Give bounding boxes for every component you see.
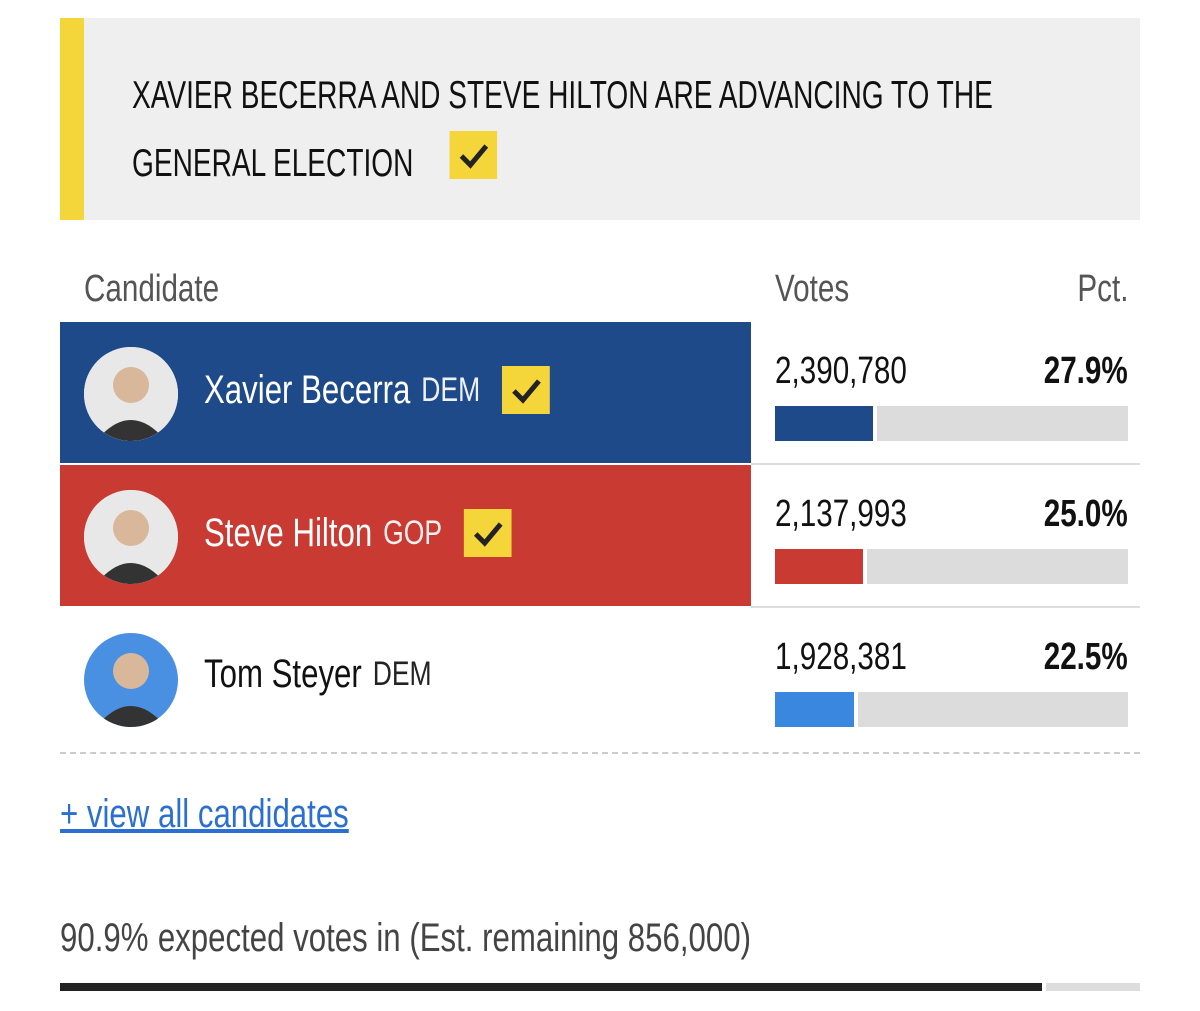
votes: 2,390,780 [775, 350, 907, 392]
check-box [463, 509, 512, 557]
column-header: Votes [775, 268, 850, 310]
candidate-photo [84, 490, 178, 584]
footer-line: 90.9% expected votes in (Est. remaining 8… [60, 916, 751, 961]
check-icon [463, 509, 512, 557]
check-icon [502, 366, 550, 414]
candidate-party: GOP [383, 513, 443, 552]
photo-placeholder [84, 347, 178, 441]
votes: 2,137,993 [775, 493, 907, 535]
banner: XAVIER BECERRA AND STEVE HILTON ARE ADVA… [60, 18, 1140, 220]
pct-bar [775, 549, 868, 584]
banner-title: XAVIER BECERRA AND STEVE HILTON ARE ADVA… [132, 74, 993, 185]
view-all-link[interactable]: + view all candidates [60, 792, 349, 836]
candidate-name: Xavier Becerra [204, 367, 411, 412]
row-divider [751, 606, 1140, 608]
candidate-name-line: Xavier Becerra DEM [204, 366, 550, 414]
footer-text: expected votes in (Est. remaining 856,00… [157, 916, 751, 960]
check-box [502, 366, 550, 414]
photo-placeholder [84, 490, 178, 584]
check-icon [449, 130, 498, 201]
banner-title-block: XAVIER BECERRA AND STEVE HILTON ARE ADVA… [132, 62, 1082, 201]
banner-stripe [60, 18, 84, 220]
column-header: Candidate [84, 268, 220, 310]
expected-bar [60, 983, 1046, 991]
pct-bar [775, 692, 859, 727]
candidate-name: Steve Hilton [204, 510, 373, 555]
column-header: Pct. [1076, 268, 1128, 310]
candidate-name: Tom Steyer [204, 652, 362, 696]
pct: 22.5% [1043, 636, 1128, 678]
candidate-name-line: Steve Hilton GOP [204, 509, 512, 557]
candidate-party: DEM [421, 370, 481, 409]
pct-bar [775, 406, 878, 441]
pct: 25.0% [1043, 493, 1128, 535]
candidate-party: DEM [372, 655, 432, 693]
candidate-photo [84, 347, 178, 441]
candidate-photo [84, 633, 178, 727]
row-divider [751, 463, 1140, 465]
dashed-divider [60, 752, 1140, 754]
photo-placeholder [84, 633, 178, 727]
check-box [449, 130, 498, 179]
votes: 1,928,381 [775, 636, 907, 678]
candidate-name-line: Tom Steyer DEM [204, 652, 432, 697]
pct: 27.9% [1043, 350, 1128, 392]
expected-pct: 90.9% [60, 916, 149, 960]
